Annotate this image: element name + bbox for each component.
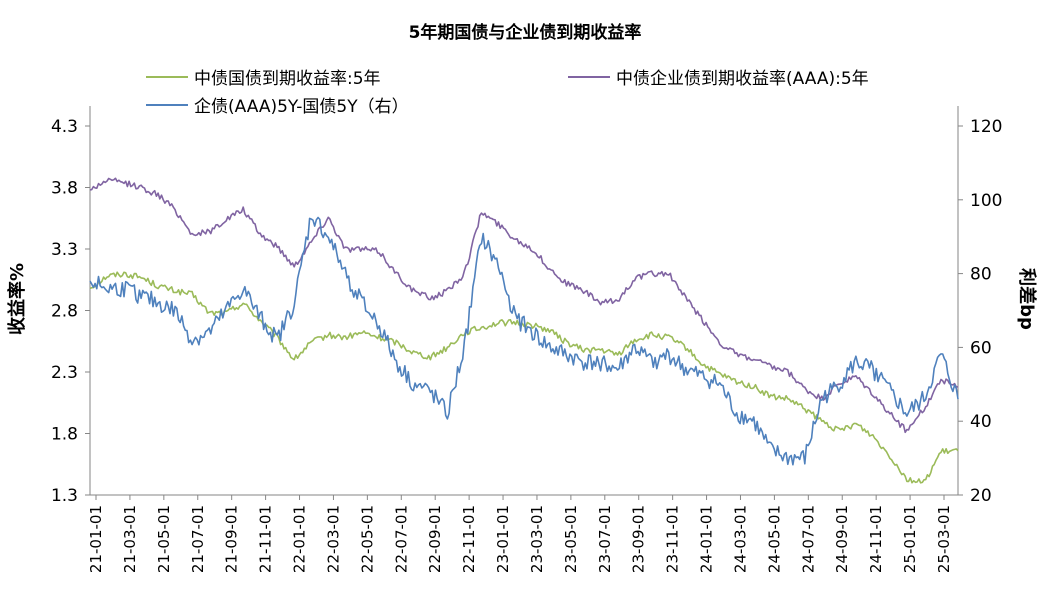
x-tick-label: 22-09-01: [426, 505, 444, 573]
x-tick-label: 24-11-01: [867, 505, 885, 573]
x-tick-label: 24-07-01: [799, 505, 817, 573]
y-tick-label-left: 3.3: [51, 240, 78, 260]
y-tick-label-left: 1.8: [51, 425, 78, 445]
x-tick-label: 22-05-01: [358, 505, 376, 573]
y-tick-label-right: 60: [970, 338, 992, 358]
x-tick-label: 25-03-01: [935, 505, 953, 573]
x-tick-label: 21-09-01: [223, 505, 241, 573]
x-tick-label: 24-05-01: [765, 505, 783, 573]
x-tick-label: 23-09-01: [630, 505, 648, 573]
chart-axes: 1.3 1.8 2.3 2.8 3.3 3.8 4.3 20 40 60 80 100 120 21-01…: [51, 106, 1002, 573]
x-tick-label: 21-05-01: [155, 505, 173, 573]
x-tick-label: 22-07-01: [392, 505, 410, 573]
x-tick-label: 22-11-01: [460, 505, 478, 573]
legend-label-gov-bond: 中债国债到期收益率:5年: [194, 69, 381, 89]
x-tick-label: 25-01-01: [901, 505, 919, 573]
series-line-0: [89, 271, 959, 484]
x-tick-label: 23-03-01: [528, 505, 546, 573]
x-tick-label: 22-01-01: [291, 505, 309, 573]
legend-swatch-spread: [146, 103, 188, 106]
series-line-1: [89, 177, 959, 434]
y-tick-label-left: 2.3: [51, 363, 78, 383]
legend-item-spread: 企债(AAA)5Y-国债5Y（右）: [146, 92, 409, 117]
x-tick-label: 21-11-01: [257, 505, 275, 573]
x-tick-label: 21-07-01: [189, 505, 207, 573]
legend-item-corp-bond: 中债企业债到期收益率(AAA):5年: [568, 64, 869, 89]
x-tick-label: 21-01-01: [87, 505, 105, 573]
legend-swatch-corp-bond: [568, 75, 610, 78]
x-tick-label: 23-11-01: [664, 505, 682, 573]
x-tick-label: 21-03-01: [121, 505, 139, 573]
y-tick-label-left: 3.8: [51, 179, 78, 199]
y-tick-label-left: 1.3: [51, 486, 78, 506]
y-tick-label-left: 4.3: [51, 117, 78, 137]
y-tick-label-right: 40: [970, 412, 992, 432]
y-tick-label-left: 2.8: [51, 302, 78, 322]
x-tick-label: 24-09-01: [833, 505, 851, 573]
chart-title: 5年期国债与企业债到期收益率: [408, 23, 642, 43]
legend-label-spread: 企债(AAA)5Y-国债5Y（右）: [194, 97, 409, 117]
x-tick-label: 23-05-01: [562, 505, 580, 573]
legend-swatch-gov-bond: [146, 75, 188, 78]
x-tick-label: 23-07-01: [596, 505, 614, 573]
x-tick-label: 22-03-01: [324, 505, 342, 573]
legend-item-gov-bond: 中债国债到期收益率:5年: [146, 64, 381, 89]
series-line-2: [89, 216, 959, 466]
y-tick-label-right: 100: [970, 191, 1002, 211]
y-tick-label-right: 80: [970, 265, 992, 285]
x-tick-label: 23-01-01: [494, 505, 512, 573]
legend-label-corp-bond: 中债企业债到期收益率(AAA):5年: [616, 69, 869, 89]
y-tick-label-right: 120: [970, 117, 1002, 137]
y-tick-label-right: 20: [970, 486, 992, 506]
x-tick-label: 24-03-01: [731, 505, 749, 573]
chart-series: [89, 177, 959, 484]
x-tick-label: 24-01-01: [698, 505, 716, 573]
